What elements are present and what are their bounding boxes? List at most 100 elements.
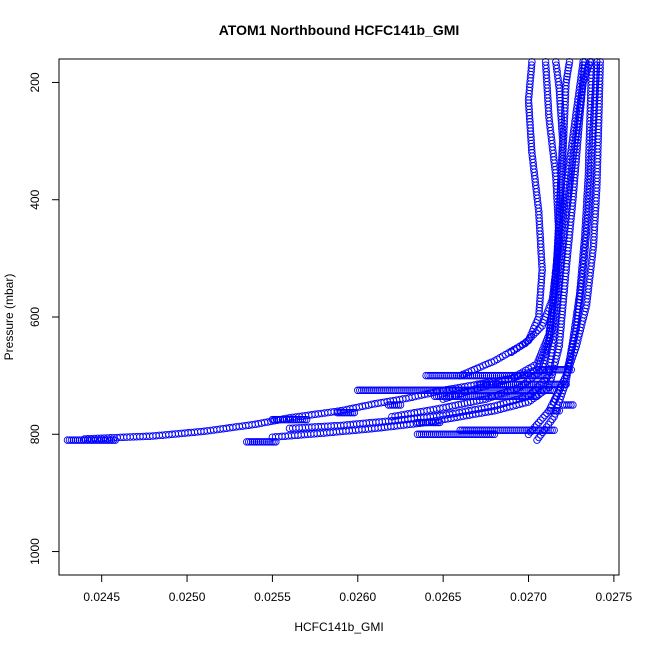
data-point — [497, 392, 505, 400]
data-point — [472, 386, 480, 395]
data-point — [426, 371, 434, 380]
data-point — [478, 430, 486, 439]
data-point — [388, 401, 397, 409]
data-point — [562, 380, 570, 389]
data-point — [513, 380, 522, 389]
data-point — [418, 386, 426, 395]
data-point — [529, 371, 537, 380]
data-point — [286, 415, 295, 424]
data-point — [284, 415, 293, 424]
data-point — [493, 380, 502, 389]
data-point — [538, 426, 546, 434]
data-point — [544, 380, 552, 389]
data-point — [378, 386, 386, 395]
data-point — [551, 366, 559, 374]
data-point — [544, 426, 552, 434]
data-point — [500, 371, 509, 380]
data-point — [450, 386, 458, 395]
data-point — [537, 416, 545, 424]
data-point — [508, 426, 516, 434]
data-point — [510, 426, 518, 434]
data-point — [250, 438, 259, 446]
data-point — [562, 75, 571, 84]
x-tick-label: 0.0275 — [596, 590, 633, 604]
data-point — [474, 426, 482, 434]
data-point — [396, 401, 405, 409]
data-point — [276, 415, 285, 424]
data-point — [75, 436, 84, 444]
data-point — [274, 415, 283, 424]
data-point — [415, 418, 424, 427]
data-point — [541, 366, 549, 374]
data-point — [480, 371, 489, 380]
data-point — [528, 426, 536, 434]
data-point — [413, 430, 422, 439]
data-point — [268, 415, 277, 424]
data-point — [529, 392, 537, 400]
data-point — [509, 380, 518, 389]
data-point — [507, 392, 515, 400]
data-point — [464, 430, 472, 439]
data-point — [386, 401, 395, 409]
data-point — [438, 392, 447, 400]
data-point — [272, 438, 280, 446]
data-point — [536, 426, 544, 434]
data-point — [462, 386, 470, 395]
data-point — [458, 371, 467, 380]
data-point — [413, 418, 422, 427]
data-point — [483, 392, 491, 400]
data-point — [417, 418, 426, 427]
data-point — [442, 386, 450, 395]
data-point — [394, 401, 403, 409]
data-point — [468, 371, 477, 380]
data-point — [524, 426, 532, 434]
data-point — [419, 430, 428, 439]
data-point — [362, 386, 370, 395]
data-point — [412, 386, 420, 395]
data-point — [540, 380, 548, 389]
data-point — [535, 433, 543, 442]
data-point — [464, 426, 472, 434]
data-point — [478, 426, 486, 434]
data-point — [489, 380, 498, 389]
data-point — [456, 430, 464, 439]
data-point — [470, 371, 479, 380]
data-point — [458, 392, 467, 400]
data-point — [243, 438, 251, 446]
data-point — [536, 380, 544, 389]
data-point — [515, 392, 523, 400]
data-point — [431, 430, 440, 439]
data-point — [506, 371, 515, 380]
data-point — [454, 392, 463, 400]
data-point — [356, 386, 364, 395]
data-point — [448, 430, 456, 439]
data-point — [546, 426, 554, 434]
y-tick-label: 800 — [28, 424, 42, 444]
data-point — [491, 380, 500, 389]
data-point — [523, 380, 532, 389]
data-point — [390, 386, 398, 395]
data-point — [473, 380, 482, 389]
data-point — [567, 401, 575, 409]
data-point — [552, 61, 561, 69]
data-point — [473, 392, 481, 400]
data-point — [476, 371, 485, 380]
data-point — [425, 430, 434, 439]
data-point — [596, 61, 604, 69]
data-point — [432, 392, 441, 400]
data-point — [521, 392, 529, 400]
data-point — [542, 61, 550, 69]
data-point — [558, 380, 566, 389]
data-point — [563, 72, 571, 81]
data-point — [270, 438, 278, 446]
data-point — [415, 430, 424, 439]
data-point — [547, 366, 555, 374]
data-point — [511, 380, 520, 389]
data-point — [550, 380, 558, 389]
data-point — [534, 426, 542, 434]
data-point — [335, 408, 343, 417]
data-point — [545, 407, 553, 415]
data-point — [89, 436, 98, 444]
data-point — [376, 386, 384, 395]
data-point — [491, 392, 499, 400]
